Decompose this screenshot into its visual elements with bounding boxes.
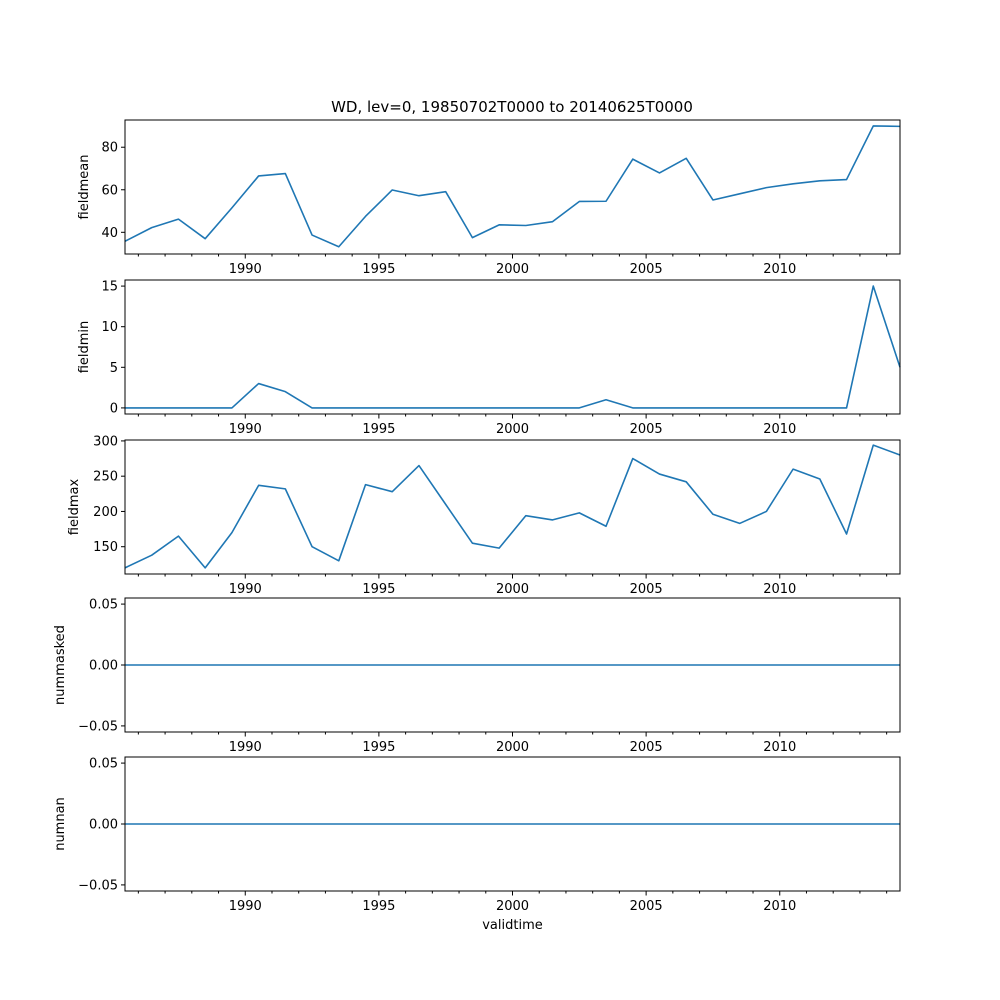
x-tick-label: 1995	[362, 582, 395, 597]
series-line-fieldmax	[124, 444, 901, 569]
x-tick-label: 2010	[763, 422, 796, 437]
chart-title: WD, lev=0, 19850702T0000 to 20140625T000…	[331, 98, 693, 116]
x-tick-label: 1990	[229, 899, 262, 914]
x-tick-label: 2005	[630, 422, 663, 437]
x-tick-label: 2000	[496, 582, 529, 597]
y-tick-label: 60	[101, 183, 118, 198]
x-tick-label: 2005	[630, 262, 663, 277]
subplot-fieldmax: 150 200 250 300 1990 1995 2000 2005 2010 fieldmax	[67, 434, 901, 597]
y-axis-label: fieldmin	[77, 321, 92, 374]
x-tick-label: 2000	[496, 899, 529, 914]
axes-frame	[124, 119, 901, 255]
series-line-fieldmean	[124, 125, 901, 248]
x-tick-label: 2005	[630, 899, 663, 914]
x-tick-label: 2000	[496, 422, 529, 437]
x-tick-label: 1995	[362, 899, 395, 914]
y-tick-label: 0.05	[89, 757, 118, 772]
axes-frame	[124, 279, 901, 415]
y-tick-label: 0.05	[89, 598, 118, 613]
y-tick-label: 200	[93, 505, 118, 520]
y-tick-label: 0	[110, 401, 118, 416]
x-tick-label: 1990	[229, 740, 262, 755]
subplot-numnan: −0.05 0.00 0.05 1990 1995 2000 2005 2010 numnan v…	[53, 756, 901, 933]
y-axis-label: numnan	[53, 797, 68, 851]
y-tick-label: 300	[93, 434, 118, 449]
x-tick-label: 1990	[229, 422, 262, 437]
y-tick-label: −0.05	[78, 719, 118, 734]
y-tick-label: 0.00	[89, 818, 118, 833]
y-axis-label: fieldmean	[77, 155, 92, 220]
subplot-stack: 40 60 80 1990 1995 2000 2005 2010 fieldmean 0 5 10 1…	[53, 119, 901, 933]
x-tick-label: 2010	[763, 740, 796, 755]
y-tick-label: 15	[101, 280, 118, 295]
x-tick-label: 1995	[362, 740, 395, 755]
x-tick-label: 2000	[496, 262, 529, 277]
y-axis-label: nummasked	[53, 625, 68, 705]
y-tick-label: 10	[101, 320, 118, 335]
y-tick-label: 150	[93, 540, 118, 555]
x-tick-label: 2000	[496, 740, 529, 755]
y-axis-label: fieldmax	[67, 479, 82, 536]
subplot-nummasked: −0.05 0.00 0.05 1990 1995 2000 2005 2010 nummask…	[53, 597, 901, 755]
y-tick-label: 250	[93, 470, 118, 485]
x-tick-label: 1995	[362, 422, 395, 437]
x-tick-label: 2010	[763, 582, 796, 597]
axes-frame	[124, 439, 901, 575]
y-tick-label: −0.05	[78, 878, 118, 893]
x-tick-label: 2010	[763, 899, 796, 914]
y-tick-label: 5	[110, 361, 118, 376]
y-tick-label: 0.00	[89, 659, 118, 674]
x-tick-label: 2010	[763, 262, 796, 277]
series-line-fieldmin	[125, 285, 901, 409]
subplot-fieldmin: 0 5 10 15 1990 1995 2000 2005 2010 fieldmin	[77, 279, 901, 437]
y-tick-label: 80	[101, 141, 118, 156]
x-axis-label: validtime	[482, 918, 543, 933]
subplot-fieldmean: 40 60 80 1990 1995 2000 2005 2010 fieldmean	[77, 119, 901, 277]
x-tick-label: 2005	[630, 740, 663, 755]
y-tick-label: 40	[101, 226, 118, 241]
x-tick-label: 1990	[229, 582, 262, 597]
x-tick-label: 2005	[630, 582, 663, 597]
x-tick-label: 1995	[362, 262, 395, 277]
x-tick-label: 1990	[229, 262, 262, 277]
